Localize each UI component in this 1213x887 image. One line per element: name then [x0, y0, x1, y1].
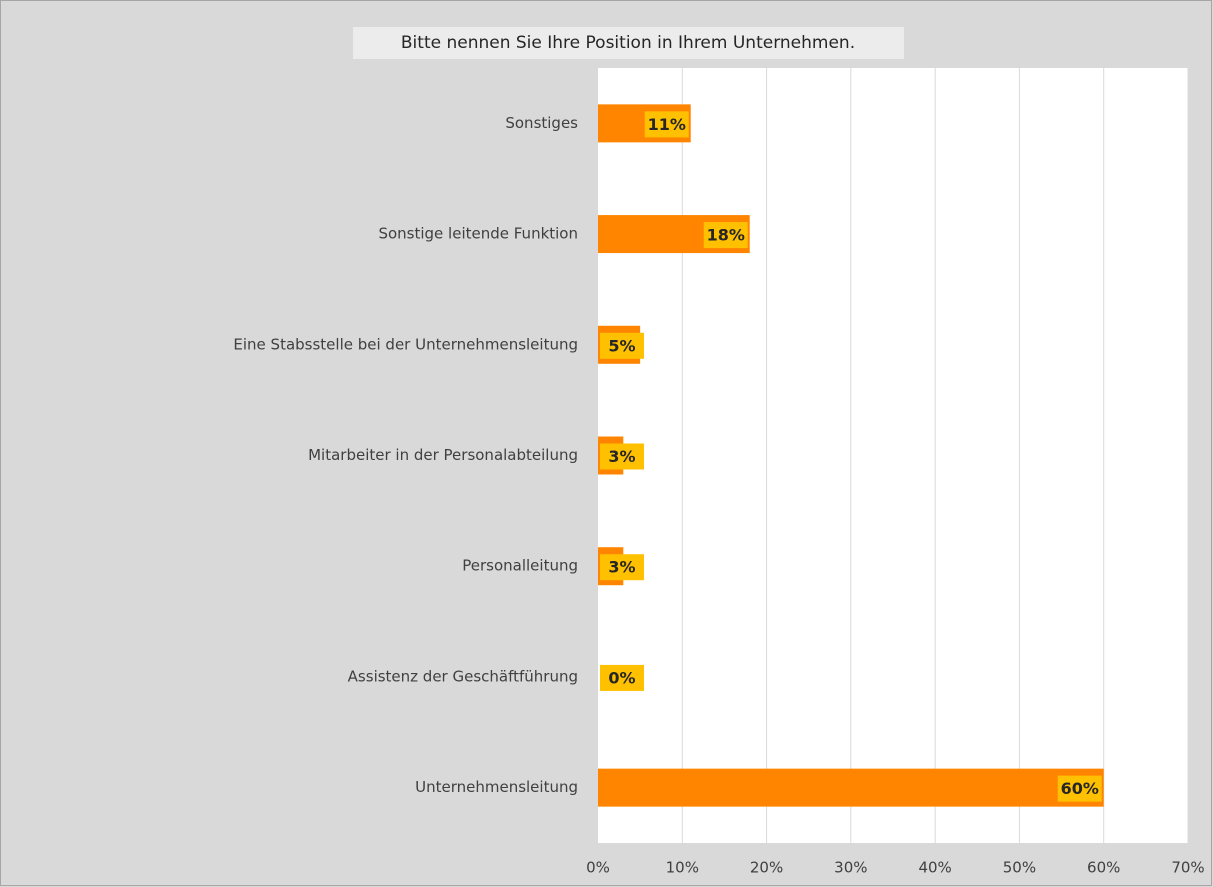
data-label-box	[703, 222, 748, 249]
y-tick-label: Unternehmensleitung	[415, 778, 578, 796]
data-label-box	[600, 664, 644, 691]
y-tick-label: Eine Stabsstelle bei der Unternehmenslei…	[233, 335, 578, 353]
x-tick-label: 10%	[666, 859, 699, 877]
x-tick-label: 30%	[834, 859, 867, 877]
x-tick-label: 60%	[1087, 859, 1120, 877]
data-label-box	[600, 443, 644, 470]
x-tick-label: 70%	[1171, 859, 1204, 877]
x-tick-label: 50%	[1003, 859, 1036, 877]
data-label-box	[1057, 775, 1102, 802]
y-tick-label: Personalleitung	[462, 557, 578, 575]
data-label: 5%	[608, 336, 635, 355]
bar	[598, 768, 1104, 807]
title-box	[353, 27, 904, 59]
y-tick-label: Mitarbeiter in der Personalabteilung	[308, 446, 578, 464]
data-label: 3%	[608, 447, 635, 466]
data-label: 3%	[608, 558, 635, 577]
plot-area	[598, 68, 1188, 843]
data-label: 18%	[707, 226, 745, 245]
x-tick-label: 0%	[586, 859, 610, 877]
x-tick-label: 40%	[918, 859, 951, 877]
y-tick-label: Sonstige leitende Funktion	[378, 225, 578, 243]
data-label-box	[600, 332, 644, 359]
data-label-box	[600, 554, 644, 581]
chart-title: Bitte nennen Sie Ihre Position in Ihrem …	[401, 33, 855, 53]
x-tick-label: 20%	[750, 859, 783, 877]
data-label: 60%	[1061, 779, 1099, 798]
y-tick-label: Sonstiges	[505, 114, 578, 132]
data-label: 0%	[608, 668, 635, 687]
data-label-box	[644, 111, 689, 138]
y-tick-label: Assistenz der Geschäftführung	[348, 667, 578, 685]
data-label: 11%	[648, 115, 686, 134]
